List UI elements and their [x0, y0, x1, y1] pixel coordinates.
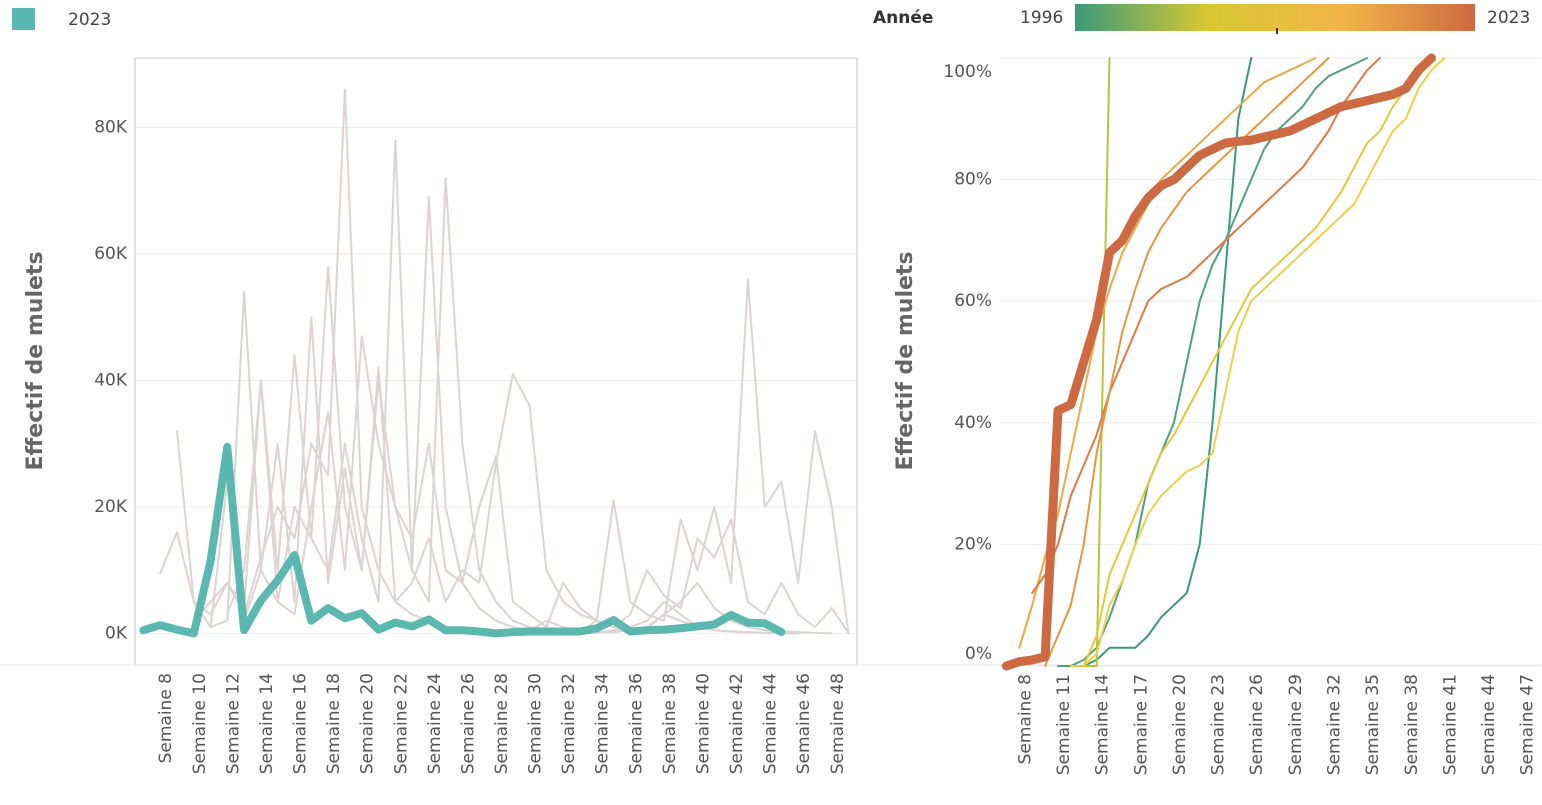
y-tick-label: 80K	[94, 118, 128, 138]
x-tick-label: Semaine 47	[1518, 674, 1538, 775]
series-line	[1001, 53, 1436, 671]
x-tick-label: Semaine 23	[1209, 674, 1229, 775]
x-tick-label: Semaine 38	[660, 673, 680, 774]
x-tick-label: Semaine 44	[761, 673, 781, 774]
series-line	[1044, 57, 1330, 667]
series-line	[159, 265, 850, 635]
colorbar	[1075, 4, 1475, 31]
legend-swatch	[12, 8, 35, 30]
x-tick-label: Semaine 10	[190, 673, 210, 774]
x-tick-label: Semaine 20	[1170, 674, 1190, 775]
x-tick-label: Semaine 40	[693, 673, 713, 774]
series-line	[1069, 57, 1433, 667]
x-tick-label: Semaine 29	[1286, 674, 1306, 775]
x-tick-label: Semaine 32	[559, 673, 579, 774]
colorbar-min-label: 1996	[1020, 8, 1063, 28]
colorbar-max-label: 2023	[1487, 8, 1530, 28]
y-tick-label: 20%	[954, 534, 992, 554]
x-tick-label: Semaine 36	[626, 673, 646, 774]
x-tick-label: Semaine 22	[391, 673, 411, 774]
series-line	[1082, 57, 1446, 667]
x-tick-label: Semaine 34	[593, 673, 613, 774]
y-tick-label: 60%	[954, 291, 992, 311]
y-tick-label: 40K	[94, 370, 128, 390]
x-tick-label: Semaine 38	[1402, 674, 1422, 775]
y-tick-label: 40%	[954, 413, 992, 433]
x-tick-label: Semaine 14	[257, 673, 277, 774]
x-tick-label: Semaine 8	[1015, 674, 1035, 764]
x-tick-label: Semaine 46	[794, 673, 814, 774]
y-tick-label: 20K	[94, 497, 128, 517]
x-tick-label: Semaine 18	[324, 673, 344, 774]
x-tick-label: Semaine 8	[156, 673, 176, 763]
series-line	[1031, 57, 1381, 594]
x-tick-label: Semaine 26	[458, 673, 478, 774]
x-tick-label: Semaine 12	[223, 673, 243, 774]
series-line	[1057, 57, 1253, 667]
x-tick-label: Semaine 16	[291, 673, 311, 774]
x-tick-label: Semaine 48	[828, 673, 848, 774]
series-line	[209, 316, 850, 635]
x-tick-label: Semaine 20	[358, 673, 378, 774]
series-line	[1057, 57, 1369, 667]
y-tick-label: 100%	[943, 62, 992, 82]
x-tick-label: Semaine 41	[1440, 674, 1460, 775]
x-tick-label: Semaine 11	[1054, 674, 1074, 775]
x-tick-label: Semaine 44	[1479, 674, 1499, 775]
x-tick-label: Semaine 17	[1131, 674, 1151, 775]
x-tick-label: Semaine 14	[1093, 674, 1113, 775]
y-axis-title: Effectif de mulets	[23, 251, 48, 470]
series-line	[139, 442, 786, 638]
y-tick-label: 0K	[105, 623, 128, 643]
y-tick-label: 60K	[94, 244, 128, 264]
series-line	[226, 139, 800, 635]
colorbar-title: Année	[873, 8, 933, 28]
x-tick-label: Semaine 30	[526, 673, 546, 774]
x-tick-label: Semaine 24	[425, 673, 445, 774]
series-line	[1018, 57, 1317, 649]
y-tick-label: 0%	[965, 644, 992, 664]
x-tick-label: Semaine 35	[1363, 674, 1383, 775]
x-tick-label: Semaine 42	[727, 673, 747, 774]
y-axis-title: Effectif de mulets	[893, 251, 918, 470]
x-tick-label: Semaine 32	[1324, 674, 1344, 775]
legend-label: 2023	[68, 10, 111, 30]
x-tick-label: Semaine 26	[1247, 674, 1267, 775]
x-tick-label: Semaine 28	[492, 673, 512, 774]
y-tick-label: 80%	[954, 170, 992, 190]
